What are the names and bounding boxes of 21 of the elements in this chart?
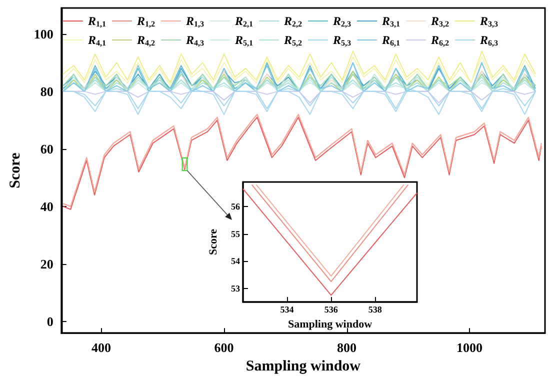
y-tick-label: 54 — [231, 256, 240, 266]
x-axis-title: Sampling window — [288, 318, 372, 330]
y-tick-label: 20 — [40, 256, 54, 272]
y-tick-label: 60 — [40, 141, 54, 156]
x-tick-label: 536 — [324, 304, 338, 314]
y-tick-label: 40 — [40, 199, 54, 214]
x-tick-label: 800 — [337, 340, 357, 356]
y-tick-label: 80 — [40, 84, 54, 99]
x-tick-label: 600 — [214, 340, 234, 356]
y-axis-title: Score — [8, 152, 24, 188]
y-axis-title: Score — [208, 228, 220, 256]
y-tick-label: 53 — [231, 283, 240, 294]
x-tick-label: 1000 — [456, 340, 483, 356]
y-tick-label: 100 — [34, 26, 54, 42]
y-tick-label: 0 — [46, 314, 54, 330]
x-axis-title: Sampling window — [246, 358, 361, 374]
y-tick-label: 56 — [231, 202, 240, 212]
x-tick-label: 400 — [92, 340, 112, 356]
y-tick-label: 55 — [231, 228, 240, 239]
x-tick-label: 538 — [368, 304, 382, 314]
x-tick-label: 534 — [280, 304, 294, 314]
